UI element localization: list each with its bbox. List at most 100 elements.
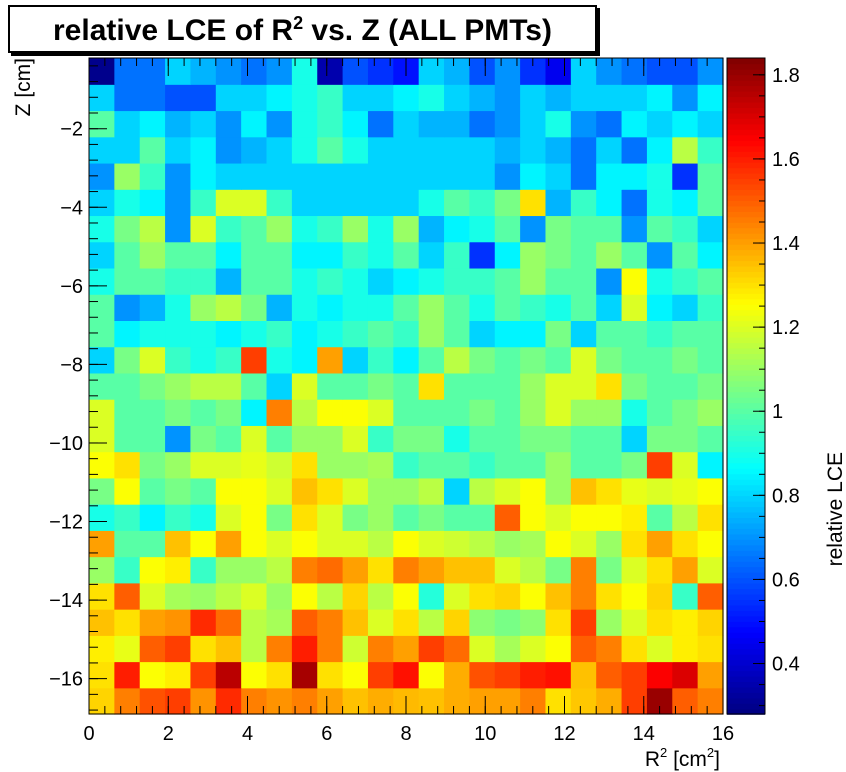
heatmap-cell [697,84,724,112]
colorbar-segment [727,550,765,557]
heatmap-cell [520,110,547,138]
heatmap-cell [596,477,623,505]
heatmap-cell [697,320,724,348]
x-tick-label: 14 [633,723,655,745]
heatmap-cell [342,477,369,505]
colorbar-segment [727,342,765,349]
heatmap-cell [89,582,115,610]
heatmap-cell [494,687,521,715]
colorbar-segment [727,489,765,497]
heatmap-cell [621,215,648,243]
heatmap-cell [545,530,572,558]
y-tick-label: −16 [49,669,83,691]
heatmap-cell [165,661,192,689]
heatmap-cell [469,556,496,584]
heatmap-cell [114,372,141,400]
colorbar-segment [727,582,765,590]
heatmap-cell [139,451,166,479]
heatmap-cell [165,136,192,164]
heatmap-cell [646,372,673,400]
heatmap-cell [520,399,547,426]
heatmap-cell [317,661,344,689]
colorbar-segment [727,407,765,415]
heatmap-cell [672,504,699,531]
heatmap-cell [393,215,420,243]
heatmap-cell [342,530,369,558]
heatmap-cell [444,530,470,558]
heatmap-cell [342,661,369,689]
colorbar-segment [727,511,765,518]
colorbar-segment [727,500,765,508]
colorbar-segment [727,222,765,229]
y-axis: −2 −4 −6 −8 −10 −12 −14 −16 [49,65,107,711]
colorbar-segment [727,156,765,163]
heatmap-cell [266,477,293,505]
heatmap-cell [545,136,572,164]
heatmap-cell [165,582,192,610]
heatmap-cell [367,136,394,164]
heatmap-cell [494,162,521,190]
heatmap-cell [494,346,521,374]
heatmap-cell [621,294,648,321]
colorbar-segment [727,282,765,289]
heatmap-cell [672,661,699,689]
heatmap-cell [646,504,673,531]
heatmap-cell [342,294,369,321]
heatmap-cell [342,267,369,295]
heatmap-cell [621,635,648,663]
heatmap-cell [520,609,547,636]
colorbar-segment [727,664,765,672]
heatmap-cell [190,451,217,479]
heatmap-cell [190,687,217,715]
heatmap-cell [494,609,521,636]
colorbar-segment [727,211,765,218]
heatmap-cell [291,399,318,426]
heatmap-cell [165,162,192,190]
heatmap-cell [444,504,470,531]
heatmap-cell [697,451,724,479]
heatmap-cell [418,162,445,190]
heatmap-cell [697,162,724,190]
heatmap-cell [367,661,394,689]
heatmap-cell [672,425,699,453]
heatmap-cell [418,582,445,610]
y-tick-label: −8 [60,354,83,376]
heatmap-cell [342,84,369,112]
heatmap-cell [215,189,242,217]
heatmap-cell [89,372,115,400]
heatmap-cell [266,215,293,243]
heatmap-cell [393,530,420,558]
heatmap-cell [393,425,420,453]
heatmap-cell [444,320,470,348]
heatmap-cell [291,372,318,400]
colorbar-segment [727,265,765,272]
heatmap-cell [215,687,242,715]
heatmap-cell [494,110,521,138]
heatmap-cell [89,399,115,426]
heatmap-cell [418,504,445,531]
heatmap-cell [418,84,445,112]
colorbar-segment [727,544,765,551]
heatmap-cell [215,477,242,505]
heatmap-cell [570,241,597,269]
heatmap-cell [291,635,318,663]
heatmap-cell [114,189,141,217]
colorbar-segment [727,615,765,622]
heatmap-cell [444,241,470,269]
heatmap-cell [114,215,141,243]
colorbar-segment [727,172,765,180]
heatmap-cell [672,267,699,295]
heatmap-cell [291,346,318,374]
heatmap-cell [241,110,268,138]
heatmap-cell [520,136,547,164]
heatmap-cell [317,635,344,663]
heatmap-cell [596,215,623,243]
colorbar-segment [727,642,765,650]
heatmap-cell [367,477,394,505]
colorbar-segment [727,58,765,65]
heatmap-cell [646,425,673,453]
heatmap-cell [545,58,572,85]
heatmap-cell [215,451,242,479]
colorbar-segment [727,304,765,311]
heatmap-cell [89,504,115,531]
